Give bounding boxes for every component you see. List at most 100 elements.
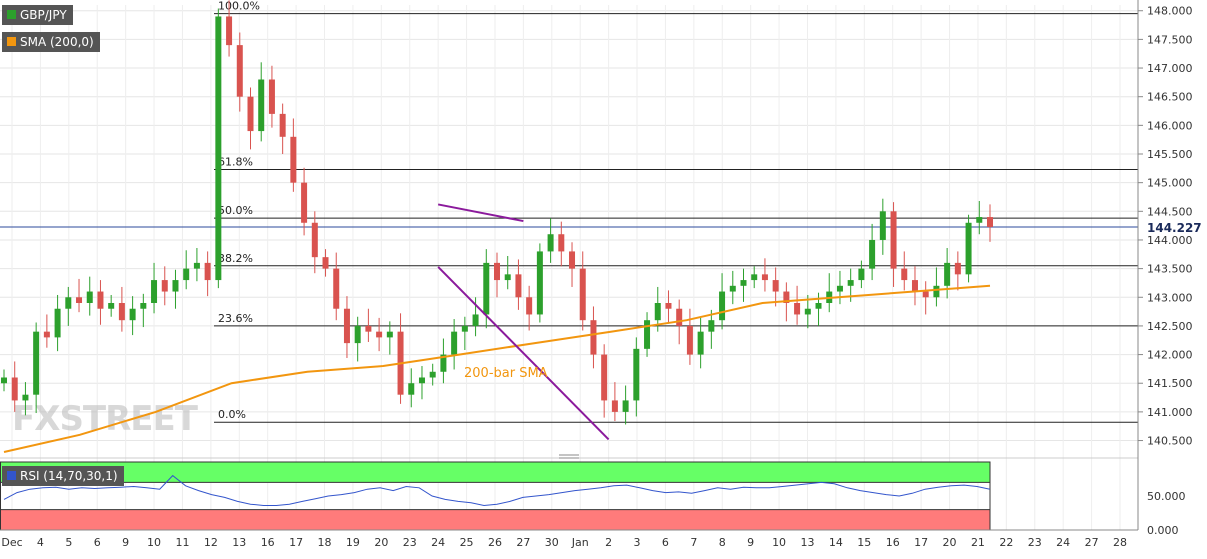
fib-level-label: 0.0%: [218, 408, 246, 421]
y-tick-label: 142.500: [1147, 320, 1193, 333]
candle-body: [204, 262, 211, 281]
candle-body: [708, 320, 715, 332]
x-tick-label: 18: [318, 536, 332, 549]
y-tick-label: 146.500: [1147, 91, 1193, 104]
candle-body: [794, 303, 801, 315]
candle-body: [386, 331, 393, 338]
candle-body: [343, 308, 350, 344]
x-tick-label: 8: [719, 536, 726, 549]
candle-body: [301, 182, 308, 223]
x-tick-label: 20: [943, 536, 957, 549]
x-tick-label: 24: [1056, 536, 1070, 549]
x-tick-label: 17: [914, 536, 928, 549]
candle-body: [911, 280, 918, 292]
candle-body: [654, 303, 661, 321]
x-tick-label: 20: [374, 536, 388, 549]
y-tick-label: 143.000: [1147, 291, 1193, 304]
candle-body: [944, 262, 951, 286]
x-tick-label: Jan: [571, 536, 589, 549]
y-tick-label: 141.000: [1147, 406, 1193, 419]
candle-body: [761, 274, 768, 281]
fibonacci-levels: 100.0% 61.8% 50.0% 38.2% 23.6% 0.0%: [0, 0, 1138, 423]
candle-body: [644, 320, 651, 349]
candle-body: [879, 211, 886, 240]
y-tick-label: 142.000: [1147, 349, 1193, 362]
candle-body: [76, 297, 83, 303]
x-tick-label: Dec: [1, 536, 22, 549]
candle-body: [933, 285, 940, 298]
candle-body: [569, 251, 576, 269]
candle-body: [987, 217, 993, 227]
candle-body: [665, 303, 672, 309]
candle-body: [161, 280, 168, 292]
candles: [1, 0, 993, 425]
candle-body: [33, 331, 40, 395]
fib-level-label: 23.6%: [218, 312, 253, 325]
candle-body: [526, 297, 533, 315]
x-tick-label: 21: [971, 536, 985, 549]
candle-body: [772, 280, 779, 292]
candle-body: [483, 262, 490, 315]
x-tick-label: 9: [747, 536, 754, 549]
candle-body: [515, 274, 522, 298]
candle-body: [140, 303, 147, 309]
candle-body: [504, 274, 511, 281]
candle-body: [258, 79, 265, 132]
candle-body: [86, 291, 93, 303]
candle-body: [43, 331, 50, 338]
candle-body: [686, 325, 693, 355]
candle-body: [547, 234, 554, 252]
candle-body: [901, 268, 908, 281]
x-tick-label: 10: [147, 536, 161, 549]
x-tick-label: 2: [605, 536, 612, 549]
x-tick-label: 27: [516, 536, 530, 549]
x-tick-label: 23: [403, 536, 417, 549]
x-tick-label: 27: [1085, 536, 1099, 549]
candle-body: [418, 377, 425, 384]
fib-level-label: 61.8%: [218, 155, 253, 168]
x-tick-label: 12: [204, 536, 218, 549]
x-tick-label: 3: [634, 536, 641, 549]
candle-body: [954, 262, 961, 275]
x-tick-label: 23: [1028, 536, 1042, 549]
y-tick-label: 147.000: [1147, 62, 1193, 75]
candle-body: [965, 222, 972, 275]
x-tick-label: 11: [175, 536, 189, 549]
rsi-swatch: [7, 471, 16, 480]
lower-trendline: [437, 266, 610, 441]
x-tick-label: 16: [261, 536, 275, 549]
candle-body: [429, 371, 436, 378]
candle-body: [311, 222, 318, 258]
candle-body: [365, 325, 372, 332]
x-tick-label: 25: [460, 536, 474, 549]
x-tick-label: 5: [65, 536, 72, 549]
price-tag: 144.227: [1147, 221, 1202, 235]
y-tick-label: 145.000: [1147, 177, 1193, 190]
x-tick-label: 22: [999, 536, 1013, 549]
x-tick-label: 26: [488, 536, 502, 549]
watermark: FXSTREET: [12, 399, 199, 439]
rsi-tick-label: 0.000: [1147, 524, 1179, 537]
trendlines: [437, 203, 610, 441]
rsi-tick-label: 50.000: [1147, 490, 1186, 503]
x-tick-label: 19: [346, 536, 360, 549]
x-tick-label: 6: [662, 536, 669, 549]
upper-trendline: [437, 203, 524, 223]
y-tick-label: 144.000: [1147, 234, 1193, 247]
candle-body: [815, 303, 822, 309]
candle-body: [451, 331, 458, 355]
candle-body: [129, 308, 136, 321]
candle-body: [279, 113, 286, 137]
fib-level-label: 50.0%: [218, 204, 253, 217]
candle-swatch: [7, 10, 16, 19]
rsi-oversold-zone: [0, 509, 990, 530]
sma-annotation: 200-bar SMA: [464, 366, 548, 381]
fib-level-label: 100.0%: [218, 0, 260, 13]
x-tick-label: 9: [122, 536, 129, 549]
x-tick-label: 16: [886, 536, 900, 549]
x-tick-label: 24: [431, 536, 445, 549]
x-tick-label: 13: [232, 536, 246, 549]
x-tick-label: 7: [690, 536, 697, 549]
